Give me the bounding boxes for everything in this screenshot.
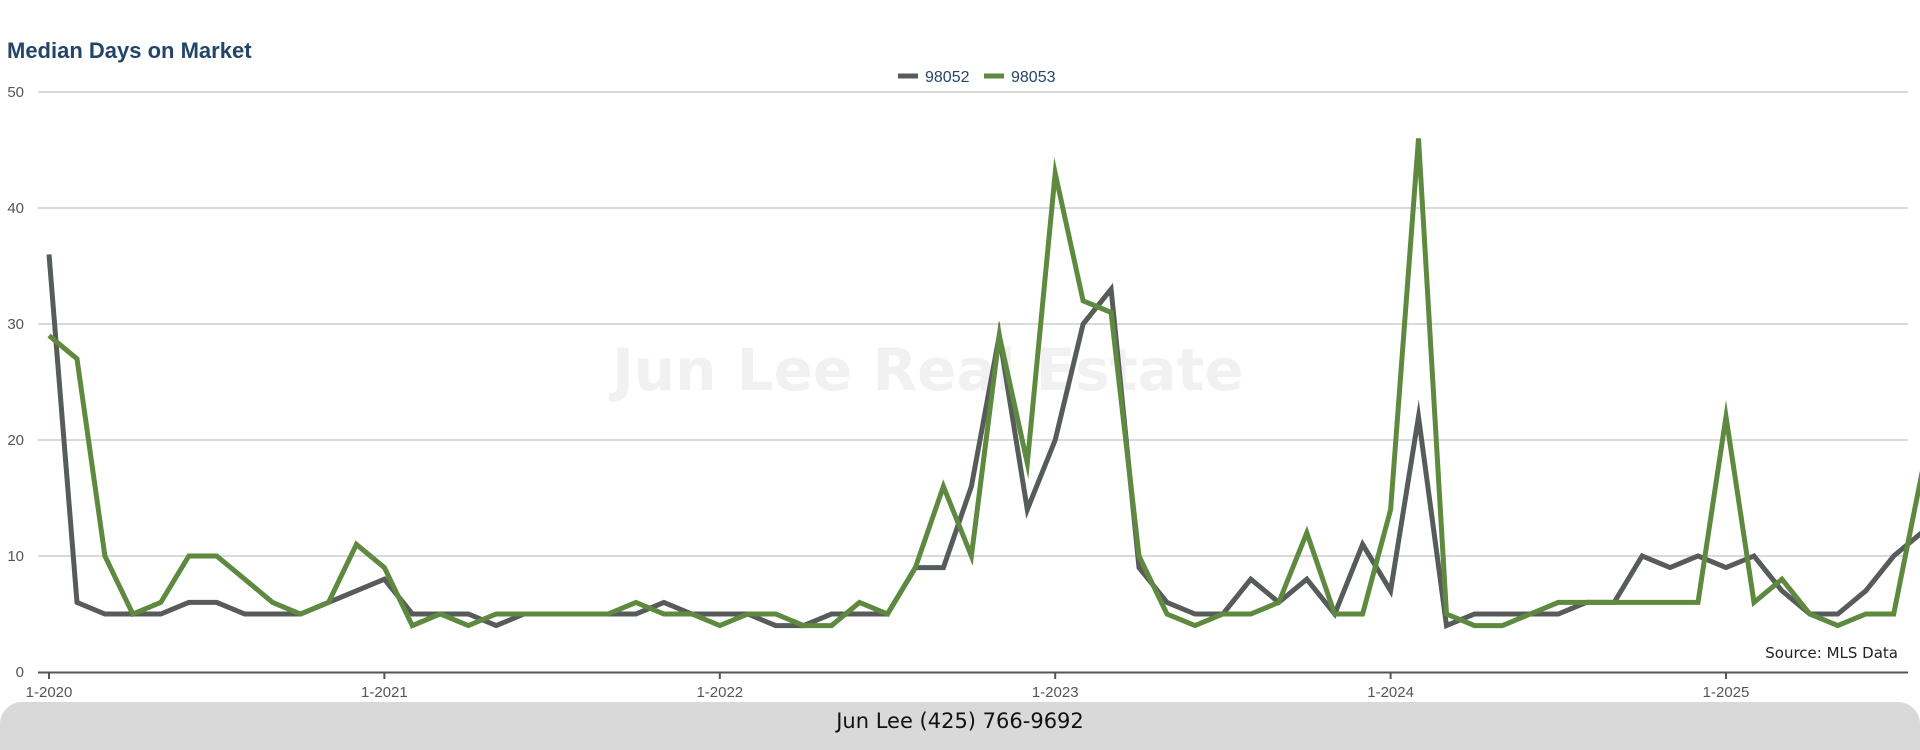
x-tick-label: 1-2022	[696, 684, 743, 701]
y-axis: 0 10 20 30 40 50	[7, 84, 24, 681]
legend-item-98053: 98053	[984, 69, 1056, 86]
legend: 98052 98053	[898, 69, 1056, 86]
y-tick-label: 0	[16, 664, 24, 681]
legend-item-98052: 98052	[898, 69, 970, 86]
x-axis: 1-2020 1-2021 1-2022 1-2023 1-2024 1-2025	[26, 671, 1908, 701]
x-tick-label: 1-2023	[1032, 684, 1079, 701]
y-tick-label: 50	[7, 84, 24, 101]
legend-label: 98053	[1011, 69, 1056, 86]
y-tick-label: 10	[7, 548, 24, 565]
footer-contact: Jun Lee (425) 766-9692	[836, 709, 1084, 733]
x-tick-label: 1-2020	[26, 684, 73, 701]
footer-bar: Jun Lee (425) 766-9692	[0, 702, 1920, 750]
chart-title: Median Days on Market	[7, 38, 252, 63]
x-tick-label: 1-2025	[1703, 684, 1750, 701]
x-tick-label: 1-2021	[361, 684, 408, 701]
y-tick-label: 20	[7, 432, 24, 449]
series-line-98053	[47, 138, 1920, 629]
y-tick-label: 40	[7, 200, 24, 217]
legend-label: 98052	[925, 69, 970, 86]
series-lines	[46, 138, 1920, 630]
source-label: Source: MLS Data	[1765, 644, 1898, 662]
y-tick-label: 30	[7, 316, 24, 333]
watermark: Jun Lee Real Estate	[608, 336, 1243, 404]
x-tick-label: 1-2024	[1367, 684, 1414, 701]
